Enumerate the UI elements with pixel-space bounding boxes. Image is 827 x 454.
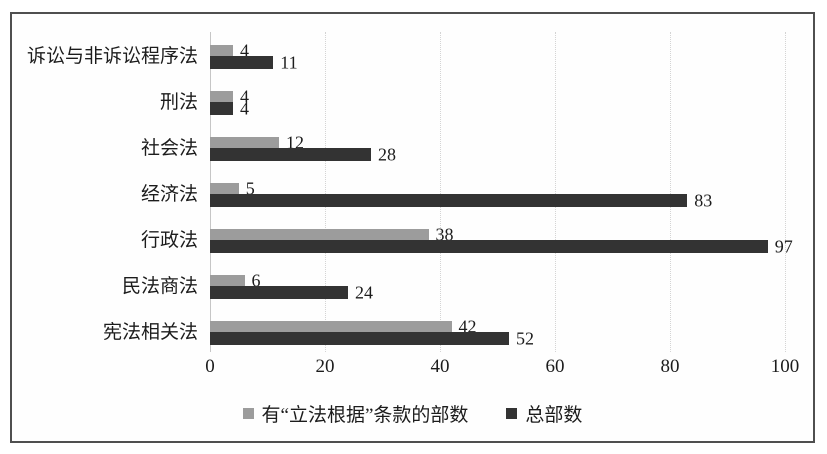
bar-series-0	[210, 45, 233, 56]
bar-series-0	[210, 321, 452, 332]
value-label-series-1: 83	[694, 190, 713, 210]
x-tick-label-20: 20	[315, 356, 335, 377]
chart-frame: 0 20 40 60 80 100 诉讼与非诉讼程序法 4 11 刑法 4 4 社会法 12 28 经济法 5 8…	[10, 12, 815, 443]
bar-series-1	[210, 148, 371, 161]
bar-series-0	[210, 183, 239, 194]
bar-series-1	[210, 332, 509, 345]
value-label-series-1: 11	[280, 52, 298, 72]
legend-item-total: 总部数	[506, 400, 582, 427]
gridline-20	[325, 32, 326, 352]
plot-area: 0 20 40 60 80 100 诉讼与非诉讼程序法 4 11 刑法 4 4 社会法 12 28 经济法 5 8…	[12, 14, 813, 441]
gridline-80	[670, 32, 671, 352]
category-label: 行政法	[140, 230, 198, 251]
bar-series-1	[210, 56, 274, 69]
category-label: 经济法	[140, 184, 198, 205]
value-label-series-1: 28	[378, 144, 396, 164]
gridline-60	[555, 32, 556, 352]
legend-swatch-gray	[242, 408, 254, 419]
bar-series-1	[210, 286, 348, 299]
bar-series-1	[210, 102, 233, 115]
legend-item-with-basis: 有“立法根据”条款的部数	[242, 400, 469, 427]
bar-series-0	[210, 137, 279, 148]
bar-series-0	[210, 91, 233, 102]
value-label-series-0: 38	[435, 224, 454, 244]
category-label: 诉讼与非诉讼程序法	[26, 46, 198, 67]
category-label: 宪法相关法	[102, 322, 198, 343]
x-tick-label-100: 100	[770, 356, 800, 377]
x-tick-label-0: 0	[205, 356, 215, 377]
category-label: 社会法	[140, 138, 198, 159]
value-label-series-1: 4	[240, 98, 249, 118]
value-label-series-0: 42	[458, 316, 477, 336]
bar-series-0	[210, 229, 429, 240]
category-label: 刑法	[159, 92, 198, 113]
legend: 有“立法根据”条款的部数 总部数	[12, 400, 813, 427]
value-label-series-1: 24	[355, 282, 373, 302]
value-label-series-1: 97	[774, 236, 793, 256]
x-tick-label-40: 40	[430, 356, 450, 377]
bar-series-0	[210, 275, 245, 286]
legend-label-total: 总部数	[525, 405, 583, 426]
bar-series-1	[210, 194, 688, 207]
legend-label-with-basis: 有“立法根据”条款的部数	[261, 405, 469, 426]
x-tick-label-60: 60	[545, 356, 565, 377]
legend-swatch-dark	[506, 408, 518, 419]
value-label-series-0: 4	[240, 40, 249, 60]
value-label-series-0: 12	[286, 132, 304, 152]
value-label-series-0: 6	[251, 270, 261, 290]
x-tick-label-80: 80	[660, 356, 680, 377]
value-label-series-0: 4	[240, 86, 249, 106]
gridline-100	[785, 32, 786, 352]
value-label-series-1: 52	[516, 328, 534, 348]
bar-series-1	[210, 240, 768, 253]
gridline-40	[440, 32, 441, 352]
value-label-series-0: 5	[245, 178, 255, 198]
category-label: 民法商法	[121, 276, 198, 297]
